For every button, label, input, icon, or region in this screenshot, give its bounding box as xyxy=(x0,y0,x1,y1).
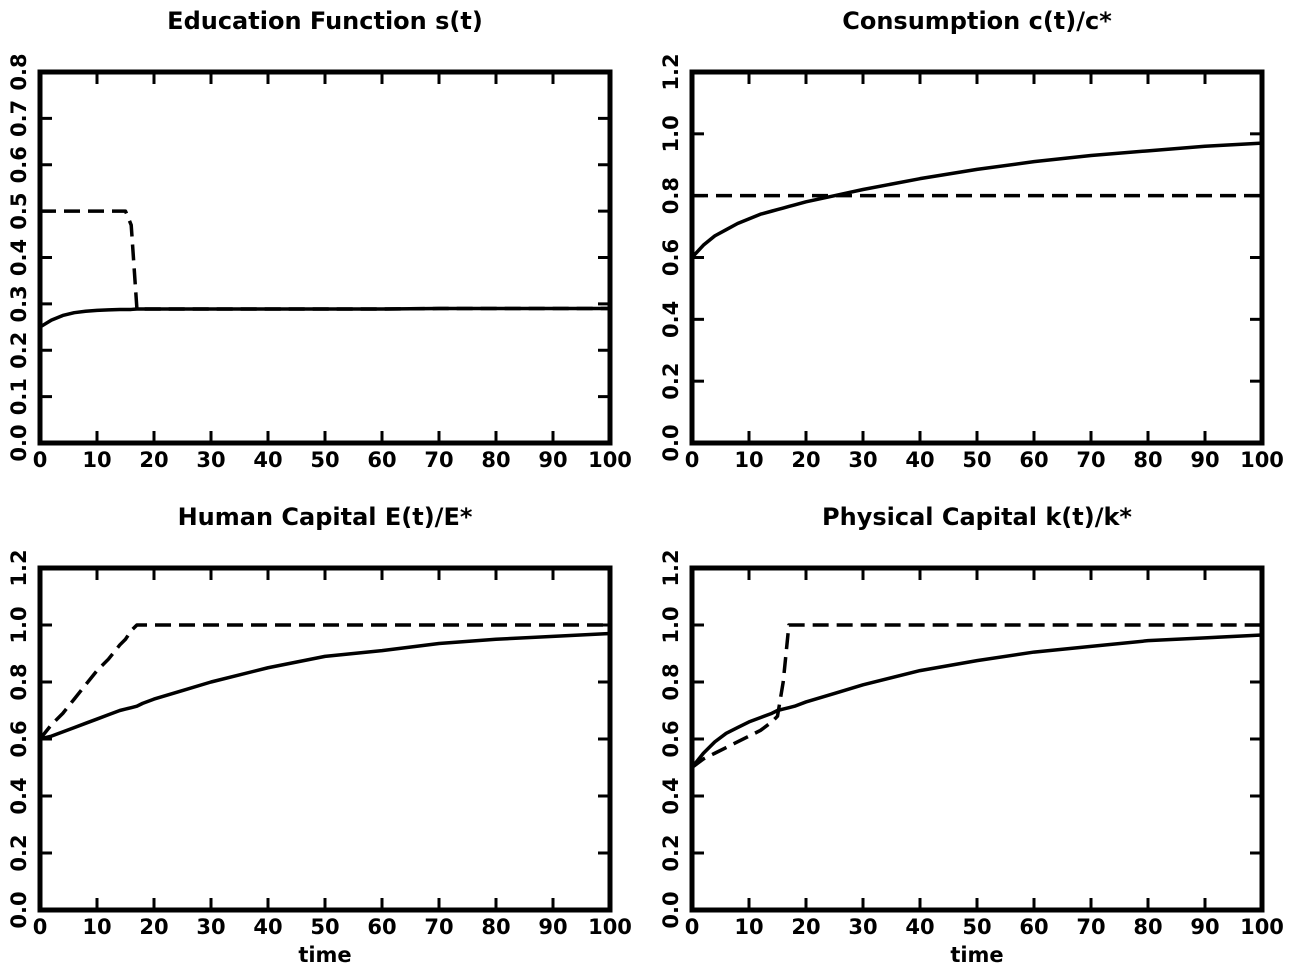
plot-frame xyxy=(689,565,1265,913)
plot-frame xyxy=(689,69,1265,446)
chart-title: Consumption c(t)/c* xyxy=(842,7,1112,35)
x-tick-label: 40 xyxy=(905,448,934,472)
y-tick-label: 0.6 xyxy=(659,720,683,757)
y-tick-label: 0.8 xyxy=(7,53,31,90)
x-tick-label: 80 xyxy=(481,915,510,939)
x-tick-label: 0 xyxy=(33,915,48,939)
x-tick-label: 80 xyxy=(1133,915,1162,939)
x-tick-label: 20 xyxy=(139,448,168,472)
x-tick-label: 30 xyxy=(196,915,225,939)
x-tick-label: 90 xyxy=(1190,448,1219,472)
x-tick-label: 80 xyxy=(481,448,510,472)
x-tick-label: 20 xyxy=(139,915,168,939)
x-tick-label: 60 xyxy=(1019,448,1048,472)
x-axis-label: time xyxy=(298,943,351,967)
x-tick-label: 10 xyxy=(82,448,111,472)
x-tick-label: 80 xyxy=(1133,448,1162,472)
y-tick-label: 0.0 xyxy=(659,891,683,928)
x-tick-label: 0 xyxy=(685,915,700,939)
x-tick-label: 100 xyxy=(1240,448,1284,472)
x-tick-label: 10 xyxy=(734,448,763,472)
x-tick-label: 90 xyxy=(538,448,567,472)
y-tick-label: 0.0 xyxy=(659,424,683,461)
data-line xyxy=(690,141,1263,259)
x-tick-label: 50 xyxy=(962,448,991,472)
y-tick-label: 0.0 xyxy=(7,424,31,461)
x-tick-label: 60 xyxy=(367,448,396,472)
y-tick-label: 0.8 xyxy=(659,177,683,214)
x-tick-label: 100 xyxy=(1240,915,1284,939)
x-tick-label: 70 xyxy=(1076,915,1105,939)
chart-title: Physical Capital k(t)/k* xyxy=(822,503,1132,531)
y-tick-label: 0.8 xyxy=(7,663,31,700)
data-line xyxy=(38,623,610,741)
y-tick-label: 1.2 xyxy=(659,53,683,90)
x-tick-label: 100 xyxy=(588,448,632,472)
x-tick-label: 50 xyxy=(310,915,339,939)
y-tick-label: 0.5 xyxy=(7,193,31,230)
x-tick-label: 40 xyxy=(253,915,282,939)
x-tick-label: 50 xyxy=(962,915,991,939)
data-line xyxy=(39,306,610,329)
x-tick-label: 10 xyxy=(734,915,763,939)
y-tick-label: 0.1 xyxy=(7,378,31,415)
y-tick-label: 0.4 xyxy=(7,777,31,814)
y-tick-label: 0.7 xyxy=(7,100,31,137)
x-tick-label: 90 xyxy=(538,915,567,939)
x-tick-label: 50 xyxy=(310,448,339,472)
y-tick-label: 0.4 xyxy=(659,301,683,338)
y-tick-label: 0.2 xyxy=(659,834,683,871)
data-line xyxy=(39,631,611,741)
x-tick-label: 40 xyxy=(905,915,934,939)
x-tick-label: 30 xyxy=(848,915,877,939)
data-line xyxy=(690,623,1262,769)
plot-frame xyxy=(37,565,613,913)
y-tick-label: 1.0 xyxy=(7,606,31,643)
x-tick-label: 20 xyxy=(791,915,820,939)
y-tick-label: 0.2 xyxy=(7,834,31,871)
y-tick-label: 1.0 xyxy=(659,606,683,643)
x-tick-label: 60 xyxy=(1019,915,1048,939)
y-tick-label: 1.2 xyxy=(659,549,683,586)
x-tick-label: 20 xyxy=(791,448,820,472)
chart-title: Education Function s(t) xyxy=(167,7,483,35)
chart-title: Human Capital E(t)/E* xyxy=(178,503,473,531)
y-tick-label: 0.3 xyxy=(7,285,31,322)
y-tick-label: 1.2 xyxy=(7,549,31,586)
x-tick-label: 30 xyxy=(196,448,225,472)
y-tick-label: 0.4 xyxy=(7,239,31,276)
y-tick-label: 0.6 xyxy=(659,239,683,276)
x-tick-label: 70 xyxy=(424,915,453,939)
y-tick-label: 0.4 xyxy=(659,777,683,814)
x-tick-label: 0 xyxy=(685,448,700,472)
x-tick-label: 70 xyxy=(424,448,453,472)
data-line xyxy=(690,633,1263,769)
x-tick-label: 0 xyxy=(33,448,48,472)
x-tick-label: 10 xyxy=(82,915,111,939)
x-tick-label: 40 xyxy=(253,448,282,472)
x-tick-label: 70 xyxy=(1076,448,1105,472)
x-axis-label: time xyxy=(950,943,1003,967)
data-line xyxy=(40,209,610,311)
y-tick-label: 0.6 xyxy=(7,720,31,757)
y-tick-label: 0.6 xyxy=(7,146,31,183)
x-tick-label: 60 xyxy=(367,915,396,939)
y-tick-label: 0.2 xyxy=(7,332,31,369)
y-tick-label: 1.0 xyxy=(659,115,683,152)
y-tick-label: 0.0 xyxy=(7,891,31,928)
x-tick-label: 90 xyxy=(1190,915,1219,939)
x-tick-label: 30 xyxy=(848,448,877,472)
x-tick-label: 100 xyxy=(588,915,632,939)
y-tick-label: 0.2 xyxy=(659,363,683,400)
plot-frame xyxy=(37,69,613,446)
y-tick-label: 0.8 xyxy=(659,663,683,700)
